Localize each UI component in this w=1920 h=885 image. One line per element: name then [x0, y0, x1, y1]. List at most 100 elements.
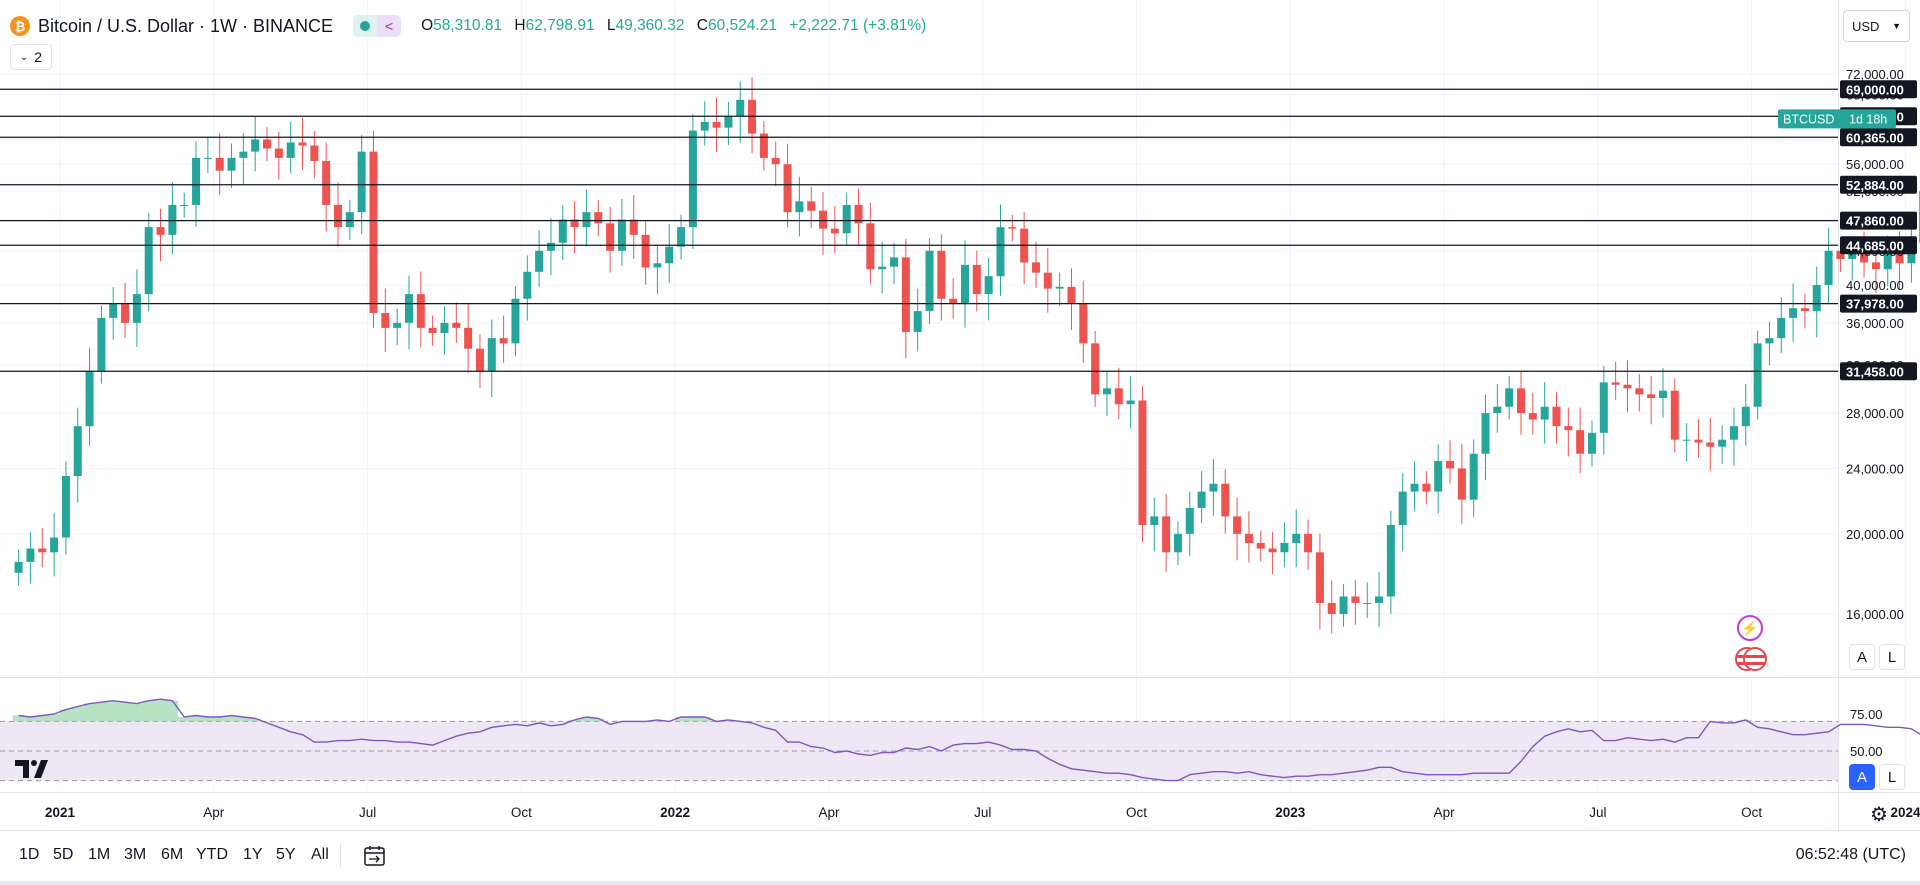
- candle: [960, 240, 969, 328]
- price-tick-label: 16,000.00: [1846, 607, 1904, 622]
- candle: [310, 131, 319, 179]
- tradingview-logo-icon[interactable]: [14, 758, 54, 780]
- symbol-title[interactable]: Bitcoin / U.S. Dollar · 1W · BINANCE: [38, 15, 334, 36]
- timeframe-1d[interactable]: 1D: [19, 846, 40, 863]
- candle: [748, 77, 757, 154]
- candle-body: [1718, 439, 1727, 447]
- candles: [14, 77, 1920, 634]
- candle-body: [263, 139, 272, 149]
- auto-scale-button[interactable]: A: [1849, 644, 1875, 670]
- candle-body: [617, 219, 626, 251]
- candle-body: [783, 164, 792, 213]
- candle-body: [1789, 308, 1798, 318]
- timeframe-3m[interactable]: 3M: [124, 846, 147, 863]
- candle-body: [1860, 252, 1869, 263]
- candle: [629, 194, 638, 259]
- candle-body: [688, 130, 697, 228]
- candle-body: [1114, 388, 1123, 405]
- timeframe-6m[interactable]: 6M: [161, 846, 184, 863]
- candle-body: [121, 303, 130, 323]
- candle-body: [1517, 388, 1526, 414]
- candle-body: [180, 204, 189, 206]
- candle-body: [1599, 382, 1608, 433]
- candle-body: [1067, 286, 1076, 304]
- timeframe-1m[interactable]: 1M: [88, 846, 111, 863]
- candle: [1292, 509, 1301, 568]
- candle-body: [1765, 338, 1774, 344]
- candle: [1280, 522, 1289, 568]
- candle: [688, 114, 697, 249]
- candle-body: [1800, 308, 1809, 312]
- candle: [759, 121, 768, 171]
- candle-body: [61, 475, 70, 538]
- timeframe-all[interactable]: All: [311, 846, 329, 863]
- rsi-auto-scale-button[interactable]: A: [1849, 764, 1875, 790]
- candle: [546, 218, 555, 275]
- candle-body: [239, 151, 248, 158]
- rsi-log-scale-button[interactable]: L: [1879, 764, 1905, 790]
- log-scale-button[interactable]: L: [1879, 644, 1905, 670]
- currency-select[interactable]: USD ▼: [1843, 10, 1910, 42]
- rsi-tick-label: 75.00: [1850, 707, 1883, 722]
- candle-body: [404, 294, 413, 323]
- candle: [404, 275, 413, 350]
- flash-event-icon[interactable]: ⚡: [1737, 615, 1763, 641]
- candle-body: [499, 338, 508, 344]
- candle: [1209, 459, 1218, 516]
- candle-body: [819, 210, 828, 229]
- candle-body: [393, 322, 402, 328]
- candle-body: [1304, 533, 1313, 553]
- candle-body: [274, 148, 283, 158]
- candle-body: [1493, 406, 1502, 414]
- candle: [1079, 280, 1088, 363]
- candle-body: [878, 266, 887, 270]
- timeframe-1y[interactable]: 1Y: [243, 846, 263, 863]
- level-label: 31,458.00: [1846, 364, 1904, 379]
- candle: [38, 527, 47, 568]
- candle: [866, 202, 875, 285]
- timeframe-5d[interactable]: 5D: [53, 846, 74, 863]
- candle-body: [109, 303, 118, 318]
- candle-body: [1031, 262, 1040, 273]
- time-tick-label: 2024: [1890, 805, 1920, 820]
- candle: [73, 407, 82, 503]
- candle-body: [144, 227, 153, 295]
- candle: [1185, 491, 1194, 556]
- candle: [1268, 532, 1277, 575]
- candle: [369, 131, 378, 329]
- share-icon: <: [377, 15, 402, 37]
- candle: [487, 319, 496, 398]
- timeframe-ytd[interactable]: YTD: [196, 846, 228, 863]
- candle: [890, 242, 899, 284]
- calendar-range-icon[interactable]: [362, 844, 388, 868]
- candle-body: [949, 298, 958, 304]
- time-tick-label: Oct: [511, 805, 532, 820]
- candle: [1256, 530, 1265, 562]
- open-value: 58,310.81: [433, 17, 503, 34]
- candle-body: [85, 370, 94, 427]
- candle: [227, 143, 236, 188]
- candle-body: [215, 157, 224, 171]
- candle: [1398, 473, 1407, 552]
- candle: [842, 192, 851, 247]
- gear-icon[interactable]: ⚙: [1870, 803, 1888, 826]
- candle-body: [1647, 394, 1656, 399]
- toolbar-divider: [340, 843, 341, 867]
- status-pill[interactable]: <: [353, 15, 402, 37]
- candle: [1741, 384, 1750, 446]
- collapse-indicators-button[interactable]: ⌄ 2: [10, 44, 52, 70]
- timeframe-5y[interactable]: 5Y: [276, 846, 296, 863]
- candle-body: [1410, 483, 1419, 492]
- candle-body: [1256, 542, 1265, 549]
- economic-events-icon[interactable]: [1735, 647, 1775, 673]
- candle: [795, 176, 804, 237]
- chevron-down-icon: ▼: [1892, 21, 1901, 31]
- candle: [50, 512, 59, 577]
- candle: [1481, 394, 1490, 481]
- candle: [1008, 214, 1017, 242]
- horizontal-levels: [0, 88, 1838, 372]
- candle-body: [890, 257, 899, 267]
- candle-body: [1008, 227, 1017, 229]
- candle-body: [1564, 426, 1573, 431]
